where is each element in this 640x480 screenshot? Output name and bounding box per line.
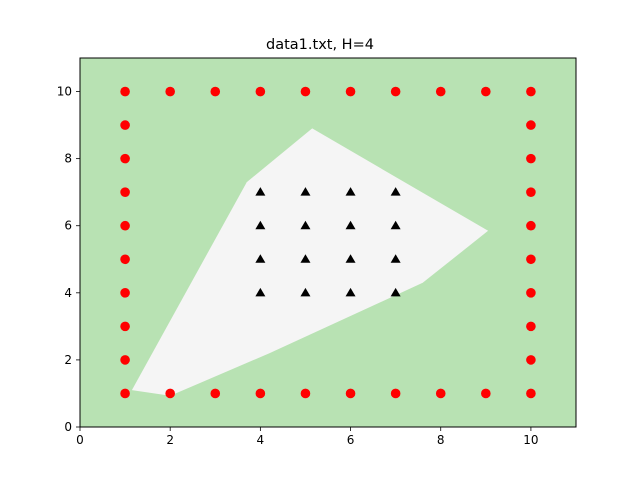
data-point-circle <box>345 388 356 399</box>
data-point-circle <box>210 388 221 399</box>
data-point-circle <box>390 388 401 399</box>
chart-title: data1.txt, H=4 <box>266 37 374 53</box>
data-point-circle <box>165 86 175 97</box>
data-point-circle <box>120 86 130 97</box>
data-point-triangle <box>345 254 356 263</box>
y-tick-label: 2 <box>64 353 72 367</box>
data-point-circle <box>120 288 130 298</box>
data-point-circle <box>526 187 536 197</box>
data-point-triangle <box>390 287 401 297</box>
data-point-circle <box>120 388 130 399</box>
data-point-triangle <box>255 220 266 230</box>
data-point-circle <box>435 86 446 97</box>
data-point-circle <box>481 388 491 399</box>
data-point-triangle <box>390 220 401 230</box>
data-point-circle <box>300 388 311 399</box>
data-point-triangle <box>300 287 311 297</box>
data-point-triangle <box>255 287 266 297</box>
data-point-circle <box>120 321 130 332</box>
x-tick-label: 8 <box>437 433 445 447</box>
data-point-circle <box>526 153 536 164</box>
data-point-triangle <box>345 220 356 230</box>
y-tick-label: 8 <box>64 152 72 166</box>
data-point-triangle <box>345 287 356 297</box>
data-point-circle <box>481 86 491 97</box>
data-point-triangle <box>390 187 401 196</box>
data-point-circle <box>390 86 401 97</box>
data-point-triangle <box>345 187 356 196</box>
data-point-circle <box>526 120 536 130</box>
data-point-circle <box>526 220 536 231</box>
x-tick-label: 2 <box>166 433 174 447</box>
data-point-circle <box>210 86 221 97</box>
data-point-circle <box>120 254 130 265</box>
data-point-circle <box>526 355 536 365</box>
data-point-circle <box>300 86 311 97</box>
data-point-circle <box>526 254 536 265</box>
data-point-triangle <box>255 254 266 263</box>
plot-area: 0 2 4 6 8 10 0 2 4 6 8 10 <box>57 57 577 447</box>
data-point-triangle <box>300 220 311 230</box>
data-point-circle <box>255 388 266 399</box>
x-tick-label: 10 <box>523 433 538 447</box>
data-point-circle <box>526 86 536 97</box>
data-point-circle <box>526 388 536 399</box>
data-point-circle <box>120 355 130 365</box>
data-point-circle <box>435 388 446 399</box>
axes-frame <box>79 57 577 428</box>
data-point-circle <box>345 86 356 97</box>
y-tick-label: 6 <box>64 219 72 233</box>
data-point-circle <box>165 388 175 399</box>
data-point-circle <box>120 187 130 197</box>
data-point-circle <box>526 288 536 298</box>
x-tick-label: 4 <box>257 433 265 447</box>
x-tick-label: 0 <box>76 433 84 447</box>
data-point-triangle <box>300 187 311 196</box>
data-point-circle <box>526 321 536 332</box>
y-tick-label: 0 <box>64 420 72 434</box>
data-point-circle <box>255 86 266 97</box>
data-point-triangle <box>390 254 401 263</box>
data-point-circle <box>120 120 130 130</box>
x-tick-label: 6 <box>347 433 355 447</box>
y-tick-label: 10 <box>57 85 72 99</box>
data-point-triangle <box>300 254 311 263</box>
data-point-circle <box>120 220 130 231</box>
data-point-triangle <box>255 187 266 196</box>
data-point-circle <box>120 153 130 164</box>
y-tick-label: 4 <box>64 286 72 300</box>
